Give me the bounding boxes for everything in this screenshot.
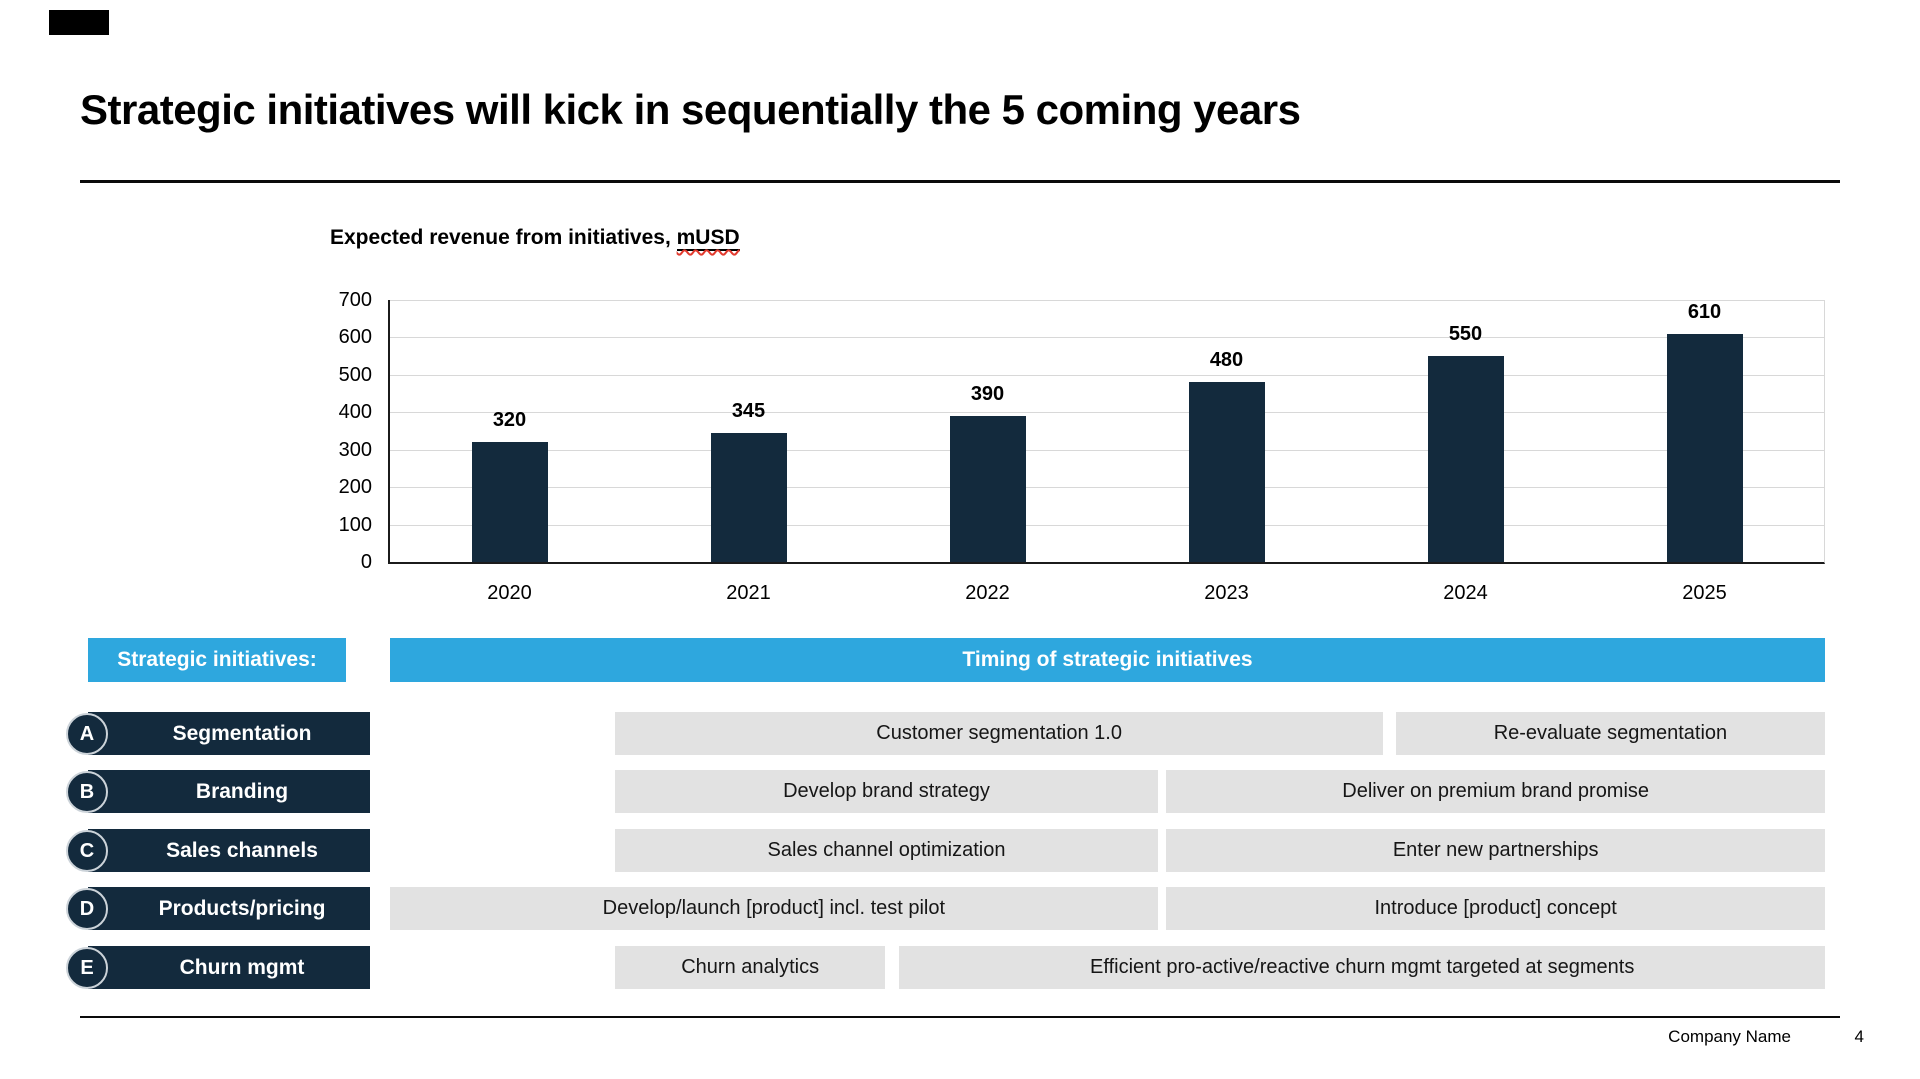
initiative-label-A: Segmentation xyxy=(88,712,370,755)
bar-value-label: 390 xyxy=(970,383,1005,406)
initiative-label-C: Sales channels xyxy=(88,829,370,872)
x-axis-label: 2025 xyxy=(1682,582,1727,604)
timeline-bar: Deliver on premium brand promise xyxy=(1166,770,1825,813)
footer-company-name: Company Name xyxy=(1668,1027,1791,1046)
bar-value-label: 480 xyxy=(1209,349,1244,372)
footer-divider xyxy=(80,1016,1840,1018)
x-axis-label: 2024 xyxy=(1443,582,1488,604)
timeline-bar: Re-evaluate segmentation xyxy=(1395,712,1825,755)
timeline-bar: Customer segmentation 1.0 xyxy=(615,712,1383,755)
timing-header-bar: Timing of strategic initiatives xyxy=(390,638,1825,682)
initiative-label-D: Products/pricing xyxy=(88,887,370,930)
timeline-bar: Develop/launch [product] incl. test pilo… xyxy=(390,887,1158,930)
initiative-letter-D: D xyxy=(66,888,108,930)
footer-page-number: 4 xyxy=(1854,1027,1864,1046)
timeline-bar: Introduce [product] concept xyxy=(1166,887,1825,930)
strategic-initiatives-label: Strategic initiatives: xyxy=(88,638,346,682)
x-axis-label: 2022 xyxy=(965,582,1010,604)
gridline xyxy=(390,524,1824,526)
timeline-bar: Develop brand strategy xyxy=(615,770,1158,813)
gridline xyxy=(390,487,1824,489)
y-tick-label: 400 xyxy=(338,401,372,424)
gridline xyxy=(390,337,1824,339)
initiative-label-B: Branding xyxy=(88,770,370,813)
chart-title-text: Expected revenue from initiatives, xyxy=(330,226,677,249)
chart-title: Expected revenue from initiatives, mUSD xyxy=(330,226,740,251)
chart-title-unit-underline: mUSD xyxy=(676,226,740,251)
initiative-letter-A: A xyxy=(66,713,108,755)
chart-bar-2020 xyxy=(471,442,548,562)
chart-title-unit: mUSD xyxy=(676,226,740,249)
y-tick-label: 500 xyxy=(338,363,372,386)
chart-bar-2025 xyxy=(1666,333,1743,562)
bar-value-label: 320 xyxy=(492,409,527,432)
y-tick-label: 100 xyxy=(338,513,372,536)
x-axis-label: 2021 xyxy=(726,582,771,604)
y-tick-label: 300 xyxy=(338,438,372,461)
chart-bar-2022 xyxy=(949,416,1026,562)
gridline xyxy=(390,300,1824,301)
initiative-letter-E: E xyxy=(66,947,108,989)
initiative-letter-B: B xyxy=(66,771,108,813)
timeline-bar: Efficient pro-active/reactive churn mgmt… xyxy=(899,946,1825,989)
bar-value-label: 345 xyxy=(731,399,766,422)
gridline xyxy=(390,412,1824,414)
y-tick-label: 600 xyxy=(338,326,372,349)
title-divider xyxy=(80,180,1840,183)
chart-bar-2024 xyxy=(1427,356,1504,562)
x-axis-label: 2020 xyxy=(487,582,532,604)
initiative-label-E: Churn mgmt xyxy=(88,946,370,989)
bar-value-label: 610 xyxy=(1687,300,1722,323)
y-tick-label: 0 xyxy=(360,551,372,573)
bar-chart-plot: 0 100 200 300 400 500 600 700 320 2020 345 2021 390 2… xyxy=(339,289,1825,604)
gridline xyxy=(390,374,1824,376)
page-title: Strategic initiatives will kick in seque… xyxy=(80,86,1301,133)
y-tick-label: 700 xyxy=(338,289,372,311)
y-tick-label: 200 xyxy=(338,476,372,499)
chart-bar-2023 xyxy=(1188,382,1265,562)
bar-value-label: 550 xyxy=(1448,323,1483,346)
slide-logo-placeholder xyxy=(49,10,109,35)
initiative-letter-C: C xyxy=(66,830,108,872)
chart-bar-2021 xyxy=(710,432,787,562)
timeline-bar: Churn analytics xyxy=(615,946,886,989)
timeline-bar: Enter new partnerships xyxy=(1166,829,1825,872)
timeline-bar: Sales channel optimization xyxy=(615,829,1158,872)
x-axis-label: 2023 xyxy=(1204,582,1249,604)
gridline xyxy=(390,449,1824,451)
